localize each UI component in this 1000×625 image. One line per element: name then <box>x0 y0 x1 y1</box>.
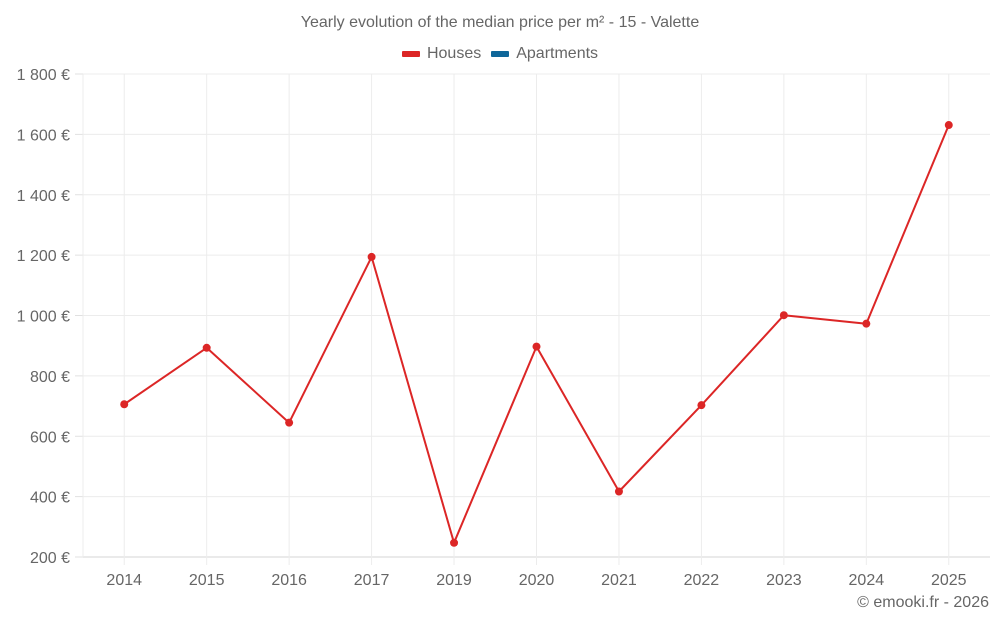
apartments-swatch-icon <box>491 51 510 57</box>
chart-title: Yearly evolution of the median price per… <box>300 14 700 31</box>
houses-data-point[interactable] <box>862 319 871 328</box>
x-tick-label: 2021 <box>601 572 637 589</box>
y-tick-label: 200 € <box>30 550 70 567</box>
x-tick-label: 2019 <box>436 572 472 589</box>
legend: Houses Apartments <box>0 45 1000 63</box>
legend-item-apartments[interactable]: Apartments <box>491 45 598 63</box>
y-tick-label: 1 800 € <box>17 67 70 84</box>
legend-label-houses: Houses <box>426 45 482 62</box>
houses-data-point[interactable] <box>944 121 953 130</box>
y-tick-label: 1 000 € <box>17 309 70 326</box>
houses-data-point[interactable] <box>120 400 129 409</box>
houses-data-point[interactable] <box>532 342 541 351</box>
legend-item-houses[interactable]: Houses <box>401 45 482 63</box>
houses-data-point[interactable] <box>285 418 294 427</box>
legend-label-apartments: Apartments <box>516 45 599 62</box>
houses-data-point[interactable] <box>779 311 788 320</box>
y-tick-label: 600 € <box>30 429 70 446</box>
x-tick-label: 2022 <box>684 572 720 589</box>
credit-text: © emooki.fr - 2026 <box>857 594 989 611</box>
x-tick-label: 2025 <box>931 572 967 589</box>
x-tick-label: 2016 <box>271 572 307 589</box>
x-tick-label: 2024 <box>849 572 885 589</box>
houses-data-point[interactable] <box>697 401 706 410</box>
houses-swatch-icon <box>401 51 420 57</box>
y-tick-label: 1 600 € <box>17 127 70 144</box>
houses-data-point[interactable] <box>202 343 211 352</box>
x-tick-label: 2020 <box>519 572 555 589</box>
x-tick-label: 2014 <box>106 572 142 589</box>
y-tick-label: 1 400 € <box>17 188 70 205</box>
houses-data-point[interactable] <box>367 252 376 261</box>
x-tick-label: 2015 <box>189 572 225 589</box>
x-tick-label: 2023 <box>766 572 802 589</box>
y-tick-label: 1 200 € <box>17 248 70 265</box>
y-tick-label: 400 € <box>30 490 70 507</box>
y-tick-label: 800 € <box>30 369 70 386</box>
houses-data-point[interactable] <box>614 487 623 496</box>
x-tick-label: 2017 <box>354 572 390 589</box>
houses-data-point[interactable] <box>450 538 459 547</box>
